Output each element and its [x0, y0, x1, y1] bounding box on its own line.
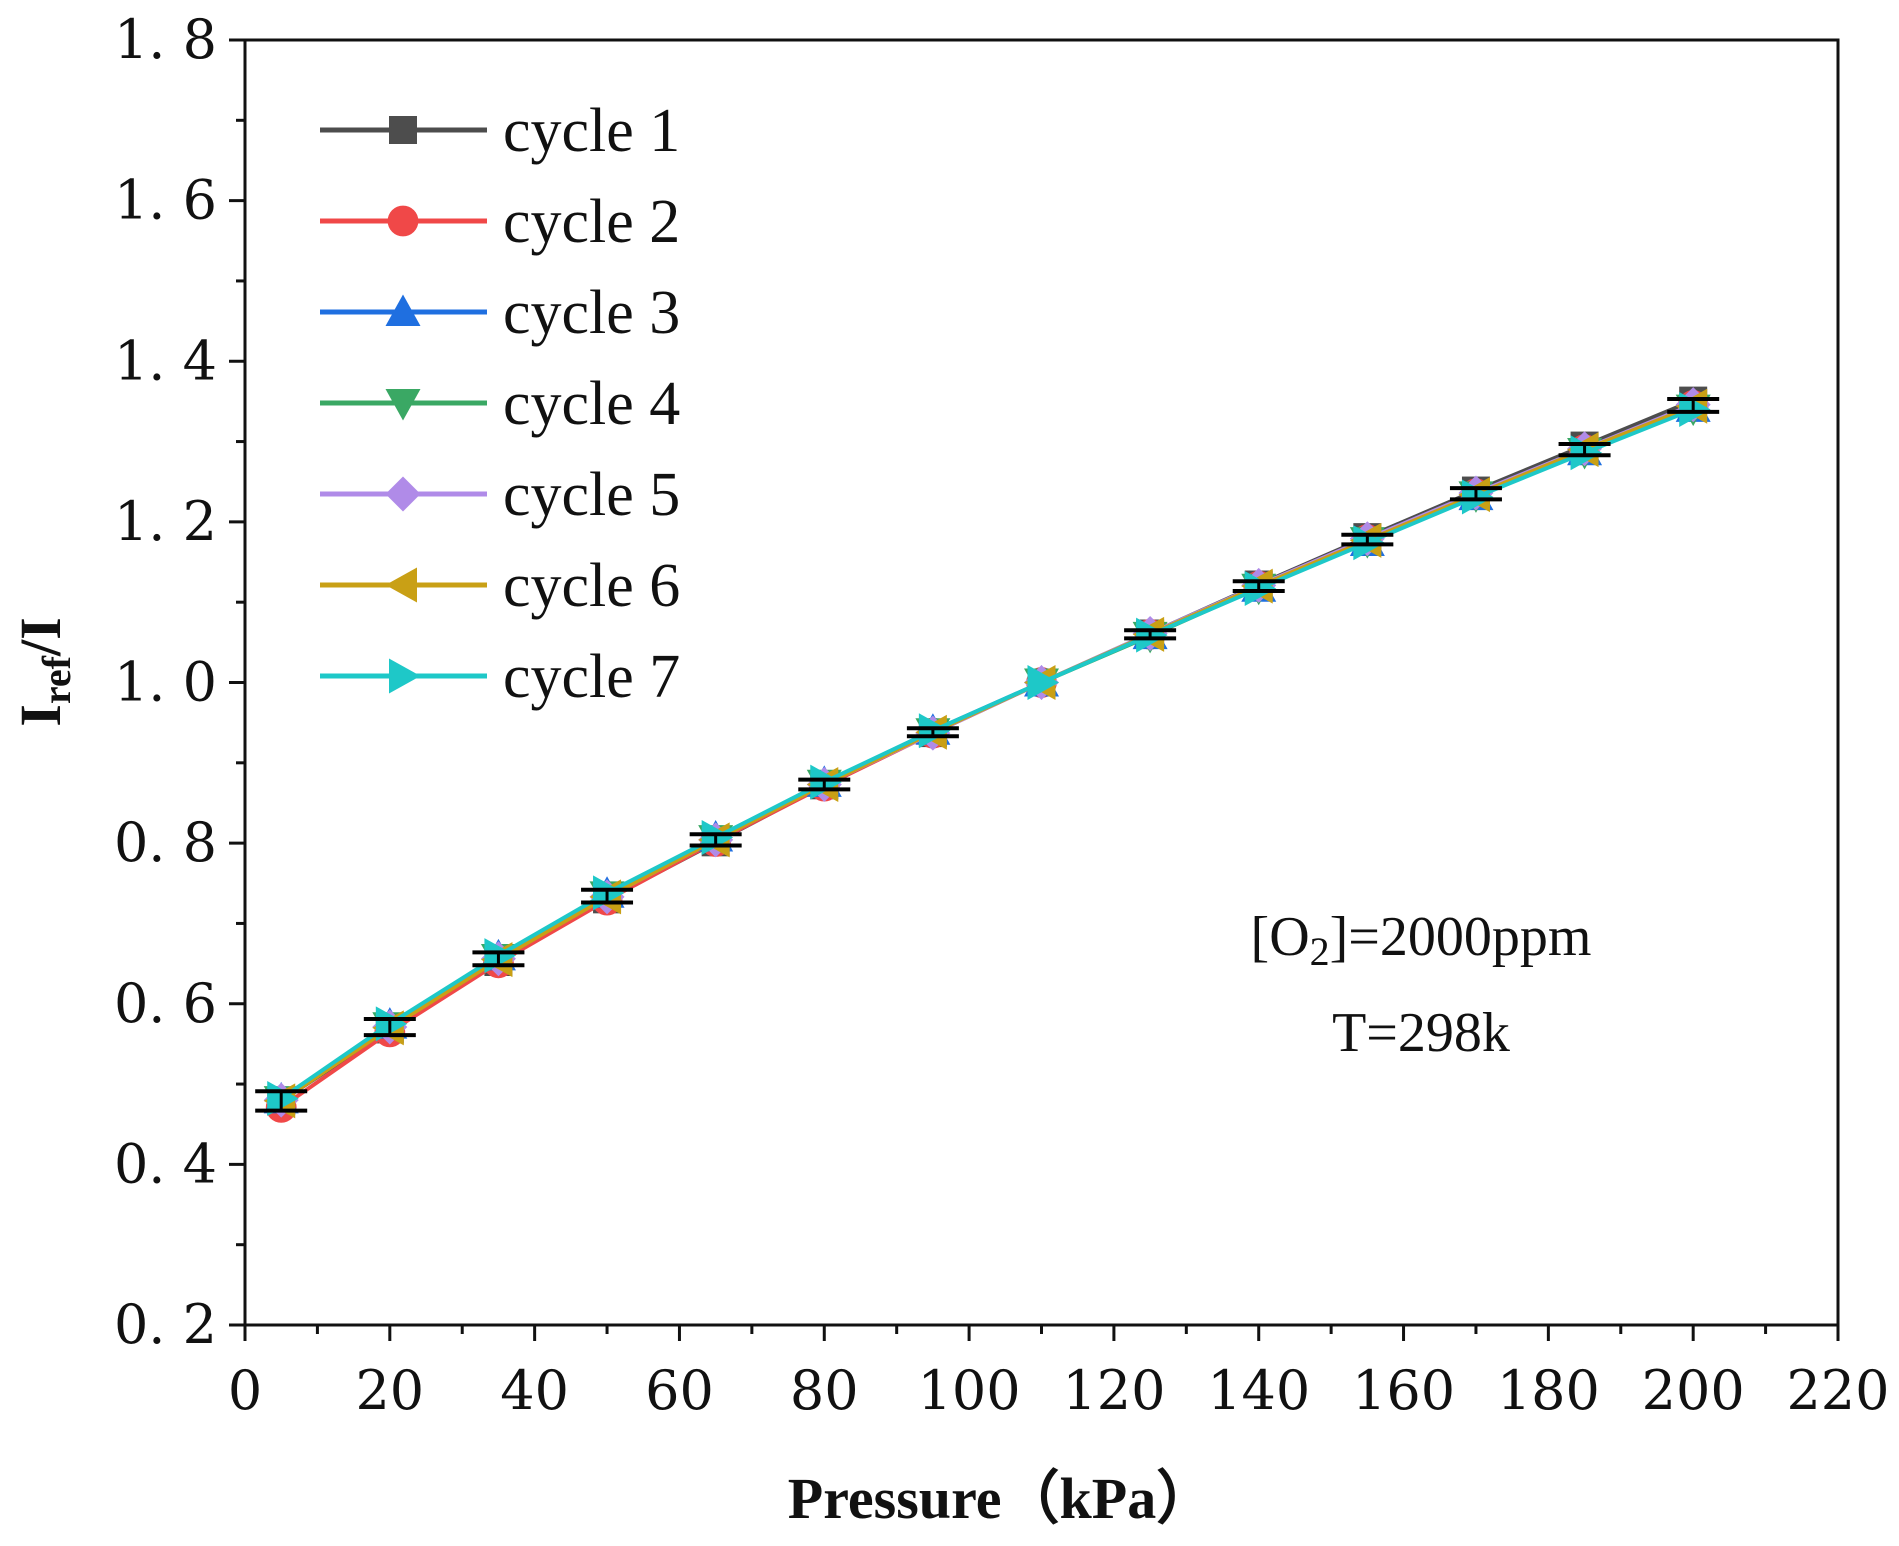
- x-tick-label: 220: [1786, 1359, 1889, 1422]
- y-tick-label: 1. 2: [114, 490, 217, 553]
- annotation: [O2]=2000ppm T=298k: [1251, 906, 1592, 1064]
- legend-label: cycle 1: [503, 97, 680, 165]
- legend-label: cycle 2: [503, 188, 680, 256]
- error-bar: [255, 1089, 308, 1113]
- legend-entry-2: cycle 2: [320, 188, 680, 256]
- y-axis-title-tail: /I: [8, 617, 73, 657]
- legend-marker: [385, 294, 421, 326]
- x-tick-label: 0: [228, 1359, 262, 1422]
- x-tick-label: 60: [645, 1359, 714, 1422]
- legend-label: cycle 6: [503, 552, 680, 620]
- legend-label: cycle 5: [503, 461, 680, 529]
- y-tick-label: 0. 2: [114, 1293, 217, 1356]
- y-axis-title-main: I: [8, 704, 73, 727]
- series-line: [280, 405, 1694, 1101]
- x-tick-label: 200: [1642, 1359, 1745, 1422]
- y-tick-label: 0. 8: [114, 811, 217, 874]
- error-bar: [363, 1017, 416, 1038]
- annotation-o2-subscript: 2: [1310, 929, 1330, 974]
- error-bar: [1667, 396, 1720, 414]
- legend-label: cycle 3: [503, 279, 680, 347]
- legend-entry-4: cycle 4: [320, 370, 680, 438]
- legend-label: cycle 7: [503, 643, 680, 711]
- data-point: [918, 713, 951, 749]
- y-tick-label: 0. 4: [114, 1132, 217, 1195]
- x-axis-title: Pressure（kPa）: [788, 1466, 1214, 1531]
- error-bar: [1341, 532, 1394, 547]
- x-tick-label: 80: [790, 1359, 859, 1422]
- error-bar: [581, 887, 634, 905]
- annotation-concentration: [O2]=2000ppm: [1251, 906, 1592, 974]
- error-bar: [1449, 486, 1502, 502]
- error-bar: [1124, 628, 1177, 641]
- x-tick-label: 160: [1352, 1359, 1455, 1422]
- error-bar: [472, 950, 525, 968]
- legend-marker: [389, 116, 417, 144]
- legend: cycle 1 cycle 2 cycle 3 cycle 4 cycle 5 cycle…: [320, 97, 680, 711]
- x-axis: 0 20 40 60 80 100 120 140 160 180 200 220: [228, 1325, 1890, 1422]
- x-tick-label: 120: [1062, 1359, 1165, 1422]
- error-bar: [689, 832, 742, 848]
- error-bars: [255, 396, 1720, 1113]
- annotation-o2-open: [O: [1251, 906, 1310, 968]
- x-tick-label: 20: [355, 1359, 424, 1422]
- legend-entry-7: cycle 7: [320, 643, 680, 711]
- legend-entry-3: cycle 3: [320, 279, 680, 347]
- y-tick-label: 1. 4: [114, 329, 217, 392]
- y-tick-label: 0. 6: [114, 972, 217, 1035]
- y-tick-label: 1. 0: [114, 651, 217, 714]
- x-tick-label: 100: [918, 1359, 1021, 1422]
- x-tick-label: 140: [1207, 1359, 1310, 1422]
- x-tick-label: 180: [1497, 1359, 1600, 1422]
- y-axis-title-sub: ref: [34, 655, 79, 704]
- legend-marker: [385, 567, 417, 603]
- y-tick-label: 1. 6: [114, 169, 217, 232]
- legend-entry-6: cycle 6: [320, 552, 680, 620]
- data-point: [375, 1006, 408, 1042]
- error-bar: [906, 726, 959, 739]
- x-tick-label: 40: [500, 1359, 569, 1422]
- error-bar: [798, 777, 851, 792]
- data-point: [1027, 665, 1059, 700]
- legend-label: cycle 4: [503, 370, 680, 438]
- y-axis-title: Iref/I: [8, 617, 79, 726]
- series-line: [280, 404, 1694, 1103]
- series-line: [280, 407, 1694, 1101]
- legend-marker: [387, 205, 419, 237]
- y-tick-label: 1. 8: [114, 8, 217, 71]
- legend-marker: [389, 658, 421, 694]
- data-point: [1136, 617, 1168, 653]
- legend-marker: [385, 389, 421, 421]
- legend-marker: [385, 476, 421, 512]
- error-bar: [1232, 579, 1285, 593]
- legend-entry-5: cycle 5: [320, 461, 680, 529]
- annotation-o2-rest: ]=2000ppm: [1330, 906, 1592, 968]
- legend-entry-1: cycle 1: [320, 97, 680, 165]
- series-7: [267, 391, 1711, 1117]
- error-bar: [1558, 441, 1611, 458]
- series-line: [280, 406, 1694, 1102]
- y-axis: 0. 2 0. 4 0. 6 0. 8 1. 0 1. 2 1. 4 1. 6 1. 8: [114, 8, 245, 1356]
- annotation-temperature: T=298k: [1332, 1002, 1510, 1064]
